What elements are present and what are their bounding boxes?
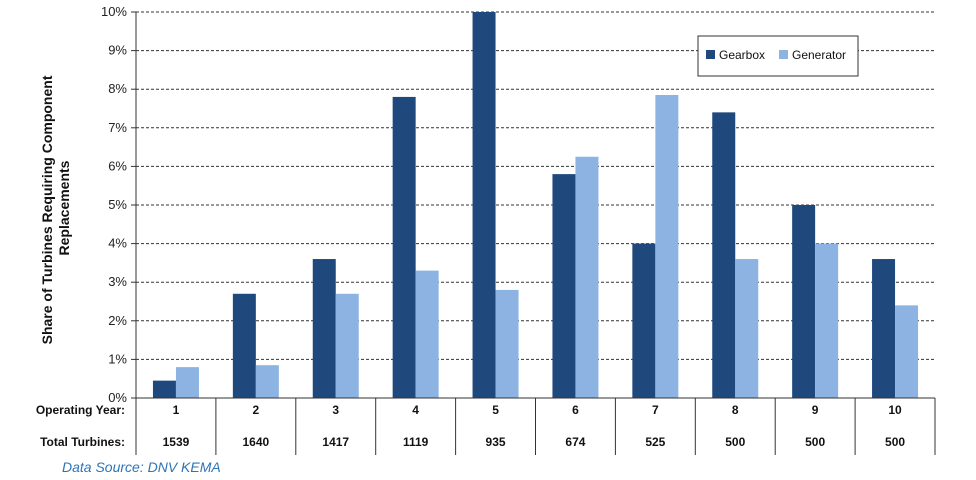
bar-generator-1 <box>175 367 199 398</box>
y-tick-label: 5% <box>108 197 127 212</box>
bar-generator-2 <box>255 365 279 398</box>
y-tick-label: 8% <box>108 81 127 96</box>
y-axis-label-line-2: Replacements <box>56 160 72 255</box>
y-axis-label-line-1: Share of Turbines Requiring Component <box>39 75 55 344</box>
x-tick-label: 9 <box>812 403 819 417</box>
x-tick-label: 6 <box>572 403 579 417</box>
total-turbines-cell: 674 <box>565 435 585 449</box>
bar-gearbox-3 <box>312 259 336 398</box>
legend-label-generator: Generator <box>792 48 846 62</box>
x-tick-label: 5 <box>492 403 499 417</box>
bar-gearbox-7 <box>632 243 656 398</box>
bar-generator-6 <box>575 156 599 398</box>
total-turbines-cell: 1417 <box>322 435 349 449</box>
y-tick-label: 0% <box>108 390 127 405</box>
bar-gearbox-6 <box>552 174 576 398</box>
bar-generator-9 <box>815 243 839 398</box>
bar-gearbox-5 <box>472 12 496 398</box>
category-table: Operating Year: Total Turbines: 1 1539 2 1640… <box>36 398 936 455</box>
x-tick-label: 3 <box>332 403 339 417</box>
x-tick-label: 10 <box>888 403 902 417</box>
total-turbines-cell: 500 <box>805 435 825 449</box>
total-turbines-cell: 525 <box>645 435 665 449</box>
y-tick-labels: 0% 1% 2% 3% 4% 5% 6% 7% 8% 9% 10% <box>101 4 136 405</box>
x-tick-label: 8 <box>732 403 739 417</box>
bar-gearbox-8 <box>712 112 736 399</box>
total-turbines-cell: 935 <box>486 435 506 449</box>
legend-label-gearbox: Gearbox <box>719 48 765 62</box>
total-turbines-cell: 500 <box>885 435 905 449</box>
x-tick-label: 1 <box>173 403 180 417</box>
y-tick-label: 3% <box>108 274 127 289</box>
legend: Gearbox Generator <box>697 35 859 77</box>
total-turbines-cell: 500 <box>725 435 745 449</box>
legend-swatch-gearbox <box>706 50 715 59</box>
bar-gearbox-1 <box>152 380 176 398</box>
bar-generator-5 <box>495 289 519 398</box>
y-tick-label: 9% <box>108 43 127 58</box>
x-tick-label: 7 <box>652 403 659 417</box>
legend-swatch-generator <box>779 50 788 59</box>
table-row-label-total-turbines: Total Turbines: <box>40 435 125 449</box>
bar-generator-10 <box>895 305 919 398</box>
y-tick-label: 6% <box>108 158 127 173</box>
total-turbines-cell: 1640 <box>242 435 269 449</box>
bar-generator-8 <box>735 259 759 398</box>
bar-generator-4 <box>415 270 439 398</box>
total-turbines-cell: 1119 <box>403 435 429 449</box>
x-tick-label: 4 <box>412 403 419 417</box>
total-turbines-cell: 1539 <box>163 435 190 449</box>
x-tick-label: 2 <box>253 403 260 417</box>
y-axis-label: Share of Turbines Requiring Component Re… <box>39 72 72 345</box>
legend-box <box>697 35 859 77</box>
y-tick-label: 7% <box>108 120 127 135</box>
bar-gearbox-10 <box>872 259 896 398</box>
bar-gearbox-2 <box>232 293 256 398</box>
bars <box>152 12 919 399</box>
bar-generator-3 <box>335 293 359 398</box>
table-row-label-operating-year: Operating Year: <box>36 403 125 417</box>
bar-generator-7 <box>655 94 679 399</box>
bar-gearbox-4 <box>392 96 416 399</box>
bar-gearbox-9 <box>792 205 816 398</box>
y-tick-label: 1% <box>108 351 127 366</box>
y-tick-label: 10% <box>101 4 127 19</box>
y-tick-label: 2% <box>108 313 127 328</box>
y-tick-label: 4% <box>108 236 127 251</box>
data-source-note: Data Source: DNV KEMA <box>62 459 221 475</box>
